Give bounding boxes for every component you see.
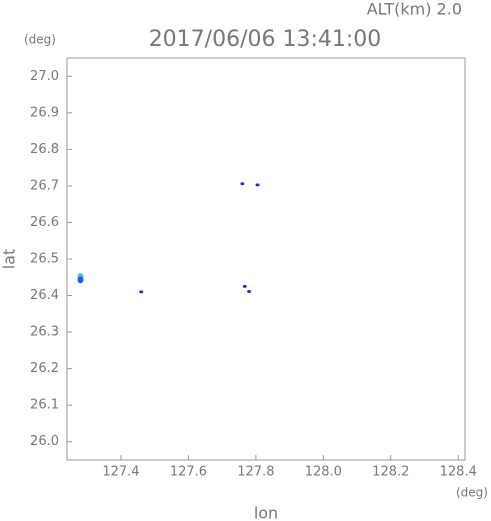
y-tick-label: 26.9 bbox=[30, 105, 59, 120]
y-unit: (deg) bbox=[24, 33, 56, 47]
x-tick-label: 128.4 bbox=[440, 465, 477, 480]
echo-point bbox=[247, 290, 252, 294]
echo-point bbox=[240, 182, 245, 186]
x-unit: (deg) bbox=[456, 486, 488, 500]
x-tick-label: 127.8 bbox=[237, 465, 274, 480]
echo-point bbox=[77, 276, 84, 284]
y-tick-label: 26.7 bbox=[30, 178, 59, 193]
y-tick-label: 26.0 bbox=[30, 434, 59, 449]
y-tick-label: 26.8 bbox=[30, 142, 59, 157]
echo-point bbox=[242, 284, 247, 288]
x-tick-label: 127.6 bbox=[170, 465, 207, 480]
echo-point bbox=[255, 183, 260, 187]
x-tick-label: 128.0 bbox=[305, 465, 342, 480]
y-tick-label: 26.2 bbox=[30, 361, 59, 376]
y-tick-label: 26.1 bbox=[30, 398, 59, 413]
x-label: lon bbox=[254, 504, 278, 521]
y-tick-label: 26.5 bbox=[30, 252, 59, 267]
y-tick-label: 26.6 bbox=[30, 215, 59, 230]
chart-title: 2017/06/06 13:41:00 bbox=[149, 27, 382, 52]
x-tick-label: 128.2 bbox=[372, 465, 409, 480]
y-tick-label: 27.0 bbox=[30, 69, 59, 84]
x-tick-label: 127.4 bbox=[102, 465, 139, 480]
echo-point bbox=[139, 290, 144, 294]
plot-frame bbox=[66, 57, 466, 461]
y-label: lat bbox=[0, 249, 19, 270]
altitude: ALT(km) 2.0 bbox=[367, 0, 462, 19]
y-tick-label: 26.3 bbox=[30, 325, 59, 340]
y-tick-label: 26.4 bbox=[30, 288, 59, 303]
